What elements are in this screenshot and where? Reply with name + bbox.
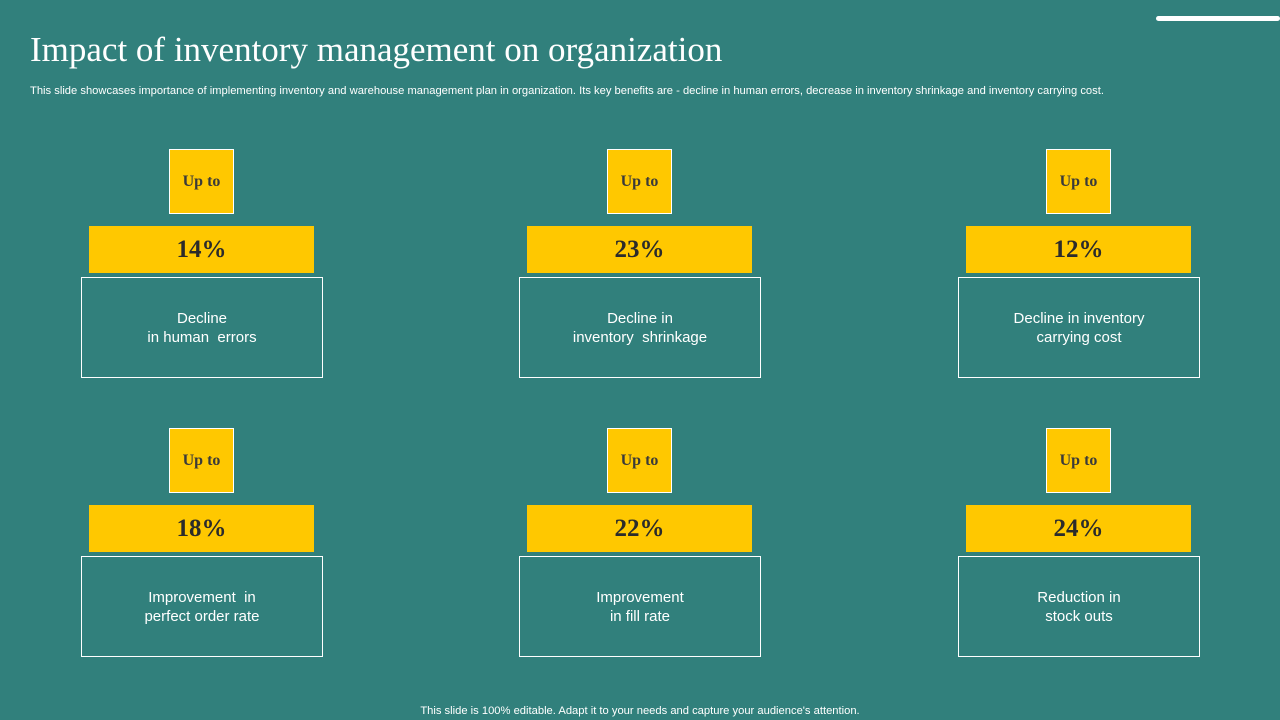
up-to-badge: Up to bbox=[169, 428, 234, 493]
slide-footer-note: This slide is 100% editable. Adapt it to… bbox=[420, 705, 860, 717]
description-line-1: Improvement bbox=[596, 588, 684, 606]
up-to-badge: Up to bbox=[607, 149, 672, 214]
description-line-1: Decline in bbox=[607, 309, 673, 327]
description-line-2: in fill rate bbox=[609, 607, 670, 625]
percent-banner: 24% bbox=[966, 505, 1191, 552]
up-to-badge: Up to bbox=[1046, 428, 1111, 493]
metric-description-box: Reduction in stock outs bbox=[958, 556, 1200, 657]
percent-banner: 18% bbox=[89, 505, 314, 552]
description-line-1: Decline in inventory bbox=[1013, 309, 1145, 327]
metric-description-box: Decline in inventory shrinkage bbox=[519, 277, 761, 378]
description-line-2: carrying cost bbox=[1036, 328, 1122, 346]
metric-card-human-errors: Up to 14% Decline in human errors bbox=[81, 149, 323, 379]
metric-description-box: Decline in inventory carrying cost bbox=[958, 277, 1200, 378]
percent-banner: 14% bbox=[89, 226, 314, 273]
up-to-badge: Up to bbox=[607, 428, 672, 493]
percent-banner: 12% bbox=[966, 226, 1191, 273]
metric-card-inventory-shrinkage: Up to 23% Decline in inventory shrinkage bbox=[519, 149, 761, 379]
description-line-2: in human errors bbox=[147, 328, 257, 346]
metric-card-stock-outs: Up to 24% Reduction in stock outs bbox=[958, 428, 1200, 658]
top-decorative-bar bbox=[1156, 16, 1280, 21]
description-line-2: stock outs bbox=[1045, 607, 1113, 625]
metric-card-perfect-order-rate: Up to 18% Improvement in perfect order r… bbox=[81, 428, 323, 658]
metric-description-box: Decline in human errors bbox=[81, 277, 323, 378]
description-line-1: Decline bbox=[176, 309, 228, 327]
description-line-1: Reduction in bbox=[1037, 588, 1121, 606]
metric-description-box: Improvement in fill rate bbox=[519, 556, 761, 657]
metric-description-box: Improvement in perfect order rate bbox=[81, 556, 323, 657]
percent-banner: 22% bbox=[527, 505, 752, 552]
up-to-badge: Up to bbox=[1046, 149, 1111, 214]
slide-subtitle: This slide showcases importance of imple… bbox=[30, 85, 1104, 97]
description-line-1: Improvement in bbox=[148, 588, 256, 606]
metric-card-carrying-cost: Up to 12% Decline in inventory carrying … bbox=[958, 149, 1200, 379]
metric-card-fill-rate: Up to 22% Improvement in fill rate bbox=[519, 428, 761, 658]
up-to-badge: Up to bbox=[169, 149, 234, 214]
slide-title: Impact of inventory management on organi… bbox=[30, 30, 723, 69]
description-line-2: perfect order rate bbox=[144, 607, 260, 625]
percent-banner: 23% bbox=[527, 226, 752, 273]
description-line-2: inventory shrinkage bbox=[572, 328, 708, 346]
